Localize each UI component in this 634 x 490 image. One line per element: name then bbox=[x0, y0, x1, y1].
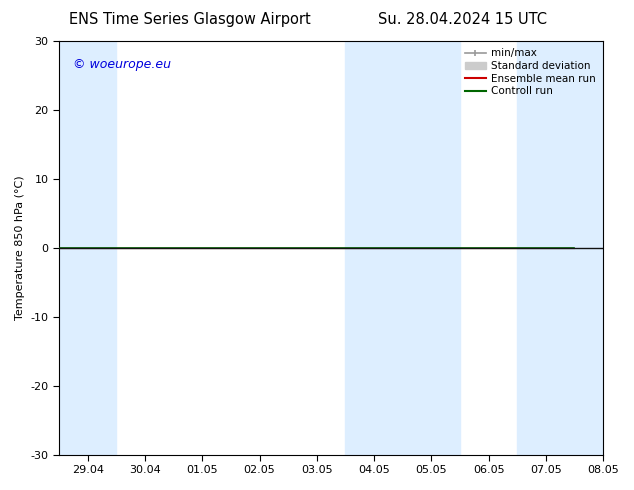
Text: ENS Time Series Glasgow Airport: ENS Time Series Glasgow Airport bbox=[69, 12, 311, 27]
Text: © woeurope.eu: © woeurope.eu bbox=[73, 58, 171, 71]
Text: Su. 28.04.2024 15 UTC: Su. 28.04.2024 15 UTC bbox=[378, 12, 547, 27]
Bar bbox=[517, 41, 631, 455]
Legend: min/max, Standard deviation, Ensemble mean run, Controll run: min/max, Standard deviation, Ensemble me… bbox=[463, 46, 598, 98]
Y-axis label: Temperature 850 hPa (°C): Temperature 850 hPa (°C) bbox=[15, 175, 25, 320]
Bar bbox=[346, 41, 460, 455]
Bar bbox=[59, 41, 117, 455]
